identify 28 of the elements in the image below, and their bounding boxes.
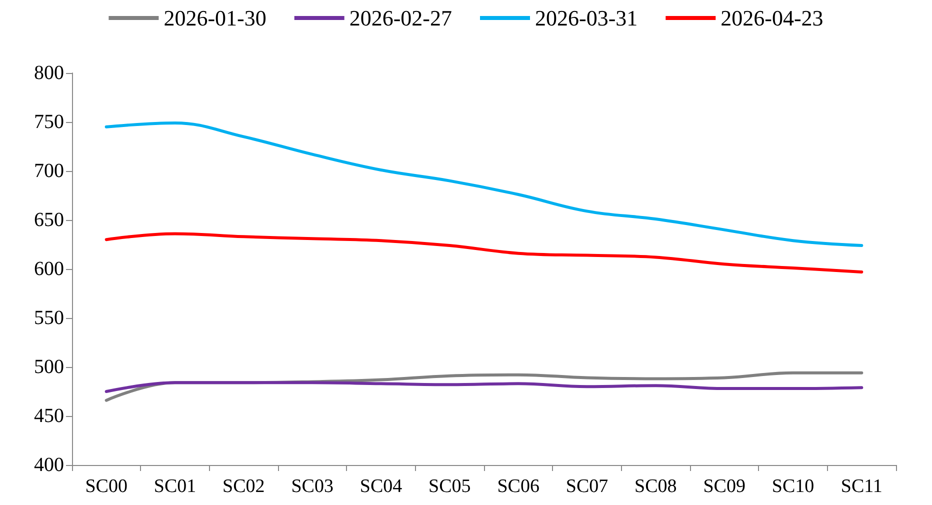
y-tick-label: 450	[34, 405, 64, 427]
legend-label: 2026-01-30	[164, 6, 266, 30]
line-series	[104, 232, 864, 274]
x-tick-label: SC08	[634, 476, 677, 497]
y-tick-label: 750	[34, 111, 64, 133]
x-tick-label: SC00	[85, 476, 128, 497]
x-tick-label: SC10	[772, 476, 814, 497]
x-tick-label: SC05	[428, 476, 471, 497]
legend-label: 2026-04-23	[720, 6, 824, 30]
x-tick-label: SC04	[360, 476, 403, 497]
x-tick-label: SC09	[703, 476, 746, 497]
y-tick-label: 600	[34, 258, 64, 280]
x-tick-label: SC01	[154, 476, 196, 497]
x-tick-label: SC06	[497, 476, 540, 497]
y-tick-label: 650	[34, 209, 64, 231]
y-tick-label: 400	[34, 454, 64, 476]
y-tick-label: 500	[34, 356, 64, 378]
y-tick-label: 550	[34, 307, 64, 329]
line-series	[104, 381, 864, 393]
x-tick-label: SC03	[291, 476, 334, 497]
y-tick-label: 800	[34, 62, 64, 84]
x-tick-label: SC07	[566, 476, 608, 497]
y-tick-label: 700	[34, 160, 64, 182]
x-tick-label: SC11	[840, 476, 882, 497]
legend-label: 2026-02-27	[349, 6, 452, 30]
legend-label: 2026-03-31	[535, 6, 638, 30]
line-series	[104, 121, 864, 247]
x-tick-label: SC02	[222, 476, 265, 497]
